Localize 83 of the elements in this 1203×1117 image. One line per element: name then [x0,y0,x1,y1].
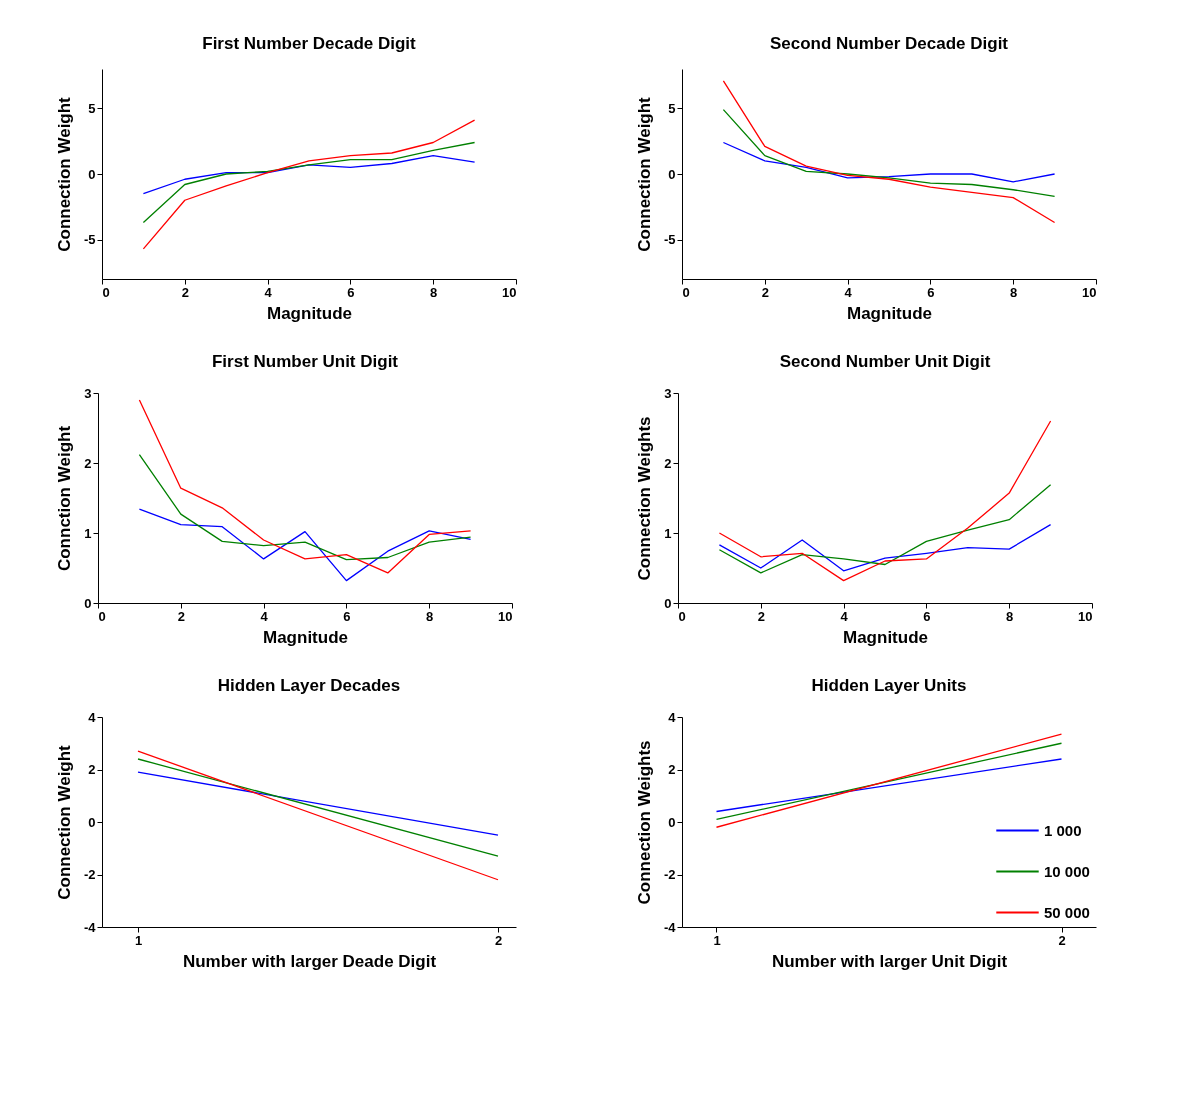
x-axis-title: Magnitude [843,627,928,647]
x-axis-title: Magnitude [267,303,352,323]
x-tick-label: 4 [844,284,853,300]
x-tick-label: 2 [757,608,765,624]
x-tick-label: 1 [713,932,721,948]
y-tick-label: -4 [663,919,677,935]
x-tick-label: 6 [347,284,355,300]
x-axis-title: Number with larger Unit Digit [771,951,1008,971]
x-tick-label: 2 [1058,932,1066,948]
x-tick-label: 8 [426,608,434,624]
line-series [138,453,472,561]
x-tick-label: 10 [1078,608,1093,624]
x-tick-label: 2 [177,608,185,624]
x-tick-label: 2 [181,284,189,300]
legend-label: 50 000 [1044,903,1090,921]
x-tick-label: 6 [923,608,931,624]
line-series [718,420,1052,582]
x-axis-title: Number with larger Deade Digit [182,951,437,971]
x-axis-title: Magnitude [263,627,348,647]
x-tick-label: 8 [1006,608,1014,624]
x-tick-label: 2 [494,932,503,948]
y-tick-label: 4 [88,709,97,725]
y-tick-label: 1 [664,525,672,541]
y-tick-label: -5 [663,232,676,248]
line-series [138,399,472,574]
y-tick-label: 2 [664,455,672,471]
x-tick-label: 10 [1082,284,1097,300]
y-tick-label: 2 [84,455,92,471]
x-tick-label: 4 [264,284,273,300]
y-tick-label: 1 [84,525,92,541]
y-axis-title: Connection Weights [635,416,655,581]
chart-title: First Number Unit Digit [211,352,399,371]
y-tick-label: 0 [88,166,96,182]
y-tick-label: 0 [668,814,676,830]
y-axis-title: Connection Weight [634,96,654,252]
legend-label: 10 000 [1044,862,1090,880]
y-tick-label: 0 [664,595,672,611]
y-axis-title: Connection Weights [634,740,654,905]
x-axis-title: Magnitude [847,303,932,323]
y-tick-label: -5 [83,232,96,248]
line-series [142,141,476,224]
y-tick-label: -2 [663,867,676,882]
y-tick-label: 3 [84,385,92,401]
y-tick-label: 4 [668,709,677,725]
x-tick-label: 2 [761,284,769,300]
line-series [722,141,1056,183]
y-tick-label: 0 [668,166,676,182]
y-tick-label: 5 [88,100,96,116]
chart-title: First Number Decade Digit [202,34,417,53]
x-tick-label: 8 [430,284,438,300]
y-axis-title: Connection Weight [54,96,74,252]
y-axis-title: Connction Weight [55,425,75,572]
y-tick-label: -4 [83,919,97,935]
x-tick-label: 1 [134,932,143,948]
x-tick-label: 10 [502,284,517,300]
y-tick-label: 0 [84,595,92,611]
y-axis-title: Connection Weight [54,744,74,900]
line-series [718,484,1052,574]
x-tick-label: 6 [343,608,351,624]
line-series [142,119,476,250]
y-tick-label: 5 [668,100,676,116]
y-tick-label: 0 [88,814,96,830]
y-tick-label: 3 [664,385,672,401]
x-tick-label: 0 [682,284,690,300]
x-tick-label: 0 [102,284,110,300]
line-series [722,109,1056,197]
chart-title: Hidden Layer Decades [217,676,401,695]
legend-label: 1 000 [1044,821,1082,839]
x-tick-label: 4 [260,608,269,624]
line-series [718,523,1052,572]
x-tick-label: 8 [1010,284,1018,300]
line-series [142,154,476,195]
y-tick-label: 2 [668,762,676,777]
y-tick-label: 2 [88,762,96,777]
y-tick-label: -2 [83,867,96,882]
chart-title: Second Number Decade Digit [769,34,1009,53]
line-series [138,508,472,582]
x-tick-label: 6 [927,284,935,300]
x-tick-label: 4 [840,608,849,624]
chart-title: Second Number Unit Digit [779,352,991,371]
chart-title: Hidden Layer Units [811,676,967,695]
x-tick-label: 10 [498,608,513,624]
line-series [722,80,1056,224]
